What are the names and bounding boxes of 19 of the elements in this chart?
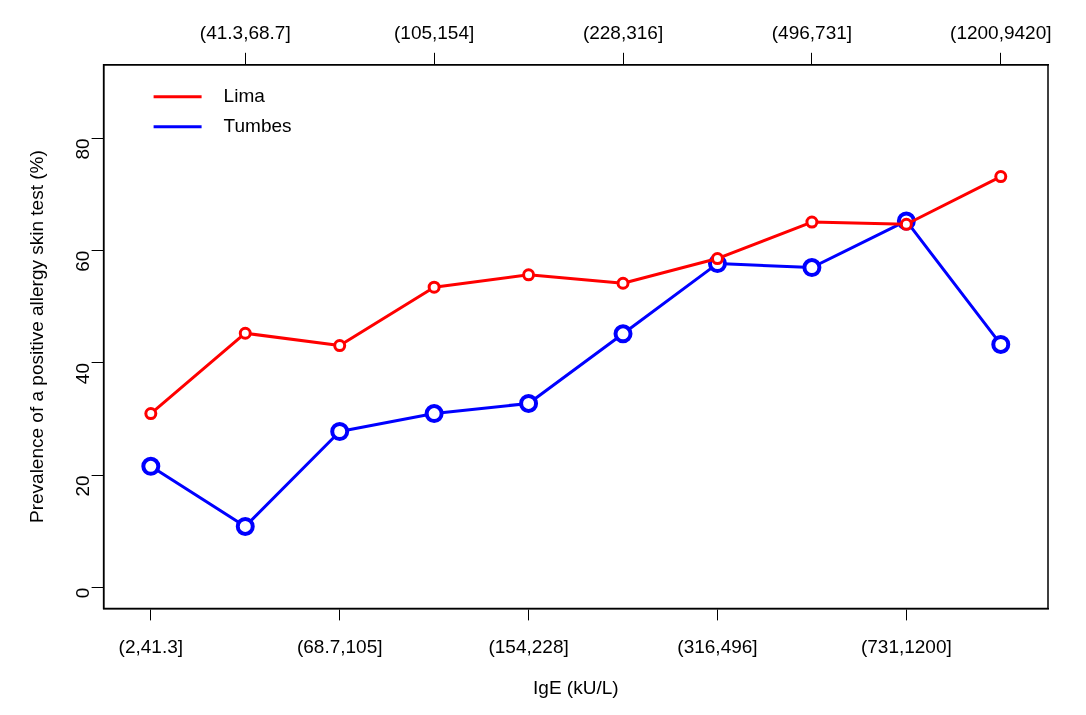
x-tick-label: (316,496] (677, 636, 758, 658)
x-tick-label: (496,731] (771, 21, 853, 43)
y-tick-label: 40 (71, 362, 93, 385)
x-tick-label: (2,41.3] (118, 636, 184, 658)
legend-label: Lima (223, 85, 266, 107)
y-tick-label: 0 (71, 587, 93, 599)
legend-label: Tumbes (223, 115, 292, 137)
x-tick-label: (41.3,68.7] (199, 21, 291, 43)
y-axis-title: Prevalence of a positive allergy skin test (%) (25, 150, 47, 523)
y-tick-label: 60 (71, 250, 93, 272)
x-tick-label: (154,228] (488, 636, 569, 658)
x-tick-label: (228,316] (582, 21, 664, 43)
y-tick-label: 20 (71, 475, 93, 497)
y-tick-label: 80 (71, 138, 93, 160)
x-axis-title: IgE (kU/L) (533, 676, 619, 698)
x-tick-label: (68.7,105] (296, 636, 383, 658)
x-tick-label: (1200,9420] (950, 21, 1052, 43)
x-tick-label: (731,1200] (860, 636, 952, 658)
x-tick-label: (105,154] (393, 21, 475, 43)
